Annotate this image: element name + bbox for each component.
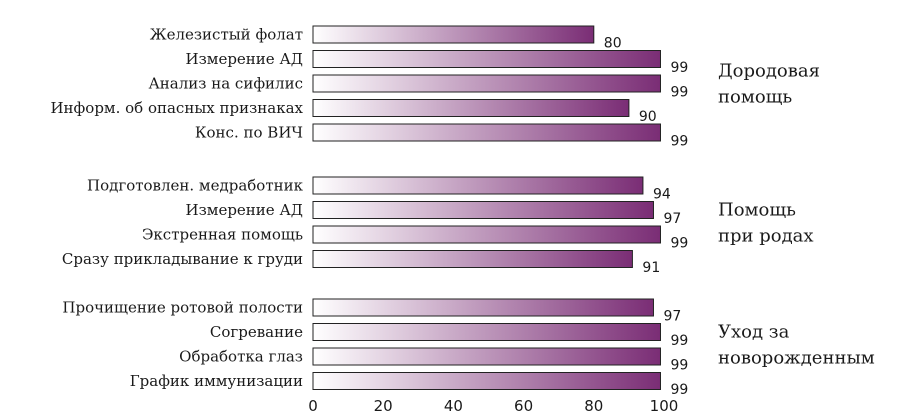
category-label: Обработка глаз: [179, 348, 303, 366]
value-label: 94: [653, 187, 671, 203]
value-label: 91: [642, 260, 660, 276]
category-label: Подготовлен. медработник: [87, 177, 304, 195]
bar: [312, 99, 630, 117]
value-label: 99: [670, 85, 688, 101]
x-tick-label: 60: [514, 397, 533, 415]
group-label: Дородовая помощь: [718, 61, 820, 108]
bar: [312, 201, 654, 219]
category-label: Экстренная помощь: [142, 226, 303, 244]
category-label: Измерение АД: [186, 50, 303, 68]
category-label: Прочищение ротовой полости: [62, 299, 303, 317]
category-label: Сразу прикладывание к груди: [62, 250, 303, 268]
x-tick-label: 40: [444, 397, 463, 415]
value-label: 97: [663, 211, 681, 227]
value-label: 99: [670, 358, 688, 374]
value-label: 99: [670, 60, 688, 76]
bar: [312, 50, 661, 68]
x-tick-label: 0: [308, 397, 318, 415]
x-axis: 0 20 40 60 80 100: [308, 397, 678, 415]
value-label: 99: [670, 382, 688, 398]
bar: [312, 250, 633, 268]
value-label: 80: [604, 36, 622, 52]
bar: [312, 123, 661, 142]
value-label: 90: [639, 109, 657, 125]
value-label: 99: [670, 134, 688, 150]
category-label: Конс. по ВИЧ: [195, 124, 303, 142]
group-label: Уход за новорожденным: [718, 321, 875, 368]
bar: [312, 298, 654, 317]
category-label: Анализ на сифилис: [148, 75, 303, 93]
category-label: График иммунизации: [130, 372, 303, 390]
group-labels: Дородовая помощь Помощь при родах Уход за нов…: [718, 61, 875, 369]
value-label: 99: [670, 333, 688, 349]
x-tick-label: 80: [584, 397, 603, 415]
x-tick-label: 100: [650, 397, 679, 415]
value-label: 99: [670, 236, 688, 252]
group-label: Помощь при родах: [718, 199, 814, 246]
category-label: Железистый фолат: [150, 26, 303, 44]
category-label: Информ. об опасных признаках: [50, 99, 303, 117]
bars-layer: Железистый фолат 80 Измерение АД 99 Анализ н…: [50, 25, 688, 398]
bar: [312, 225, 661, 244]
bar: [312, 372, 661, 390]
category-label: Согревание: [210, 323, 303, 341]
bar: [312, 347, 661, 366]
bar: [312, 176, 644, 195]
x-tick-label: 20: [374, 397, 393, 415]
bar: [312, 323, 661, 341]
bar: [312, 25, 595, 44]
category-label: Измерение АД: [186, 201, 303, 219]
value-label: 97: [663, 309, 681, 325]
bar: [312, 74, 661, 93]
